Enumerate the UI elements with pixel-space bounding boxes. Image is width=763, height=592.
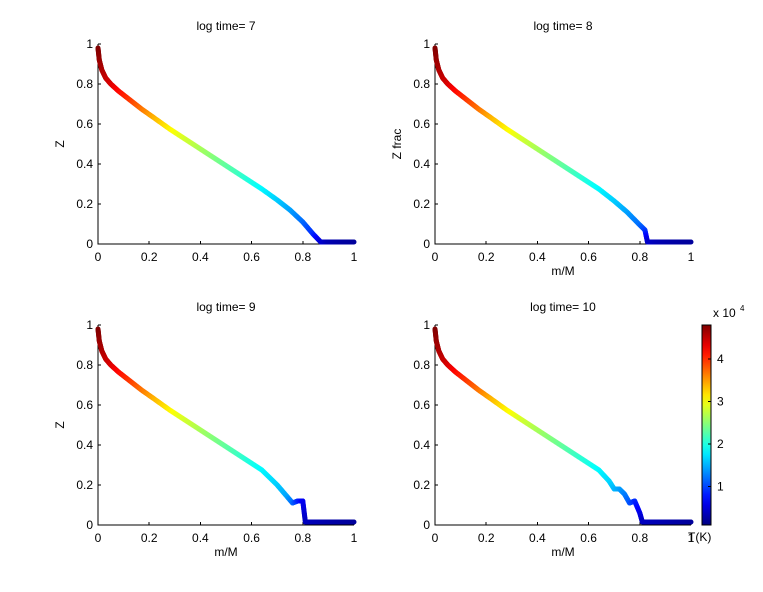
y-tick-label: 1 xyxy=(423,37,430,51)
colorbar-tick-label: 2 xyxy=(717,437,724,451)
y-tick-label: 0 xyxy=(86,518,93,532)
y-tick-label: 0.2 xyxy=(413,197,430,211)
y-tick-label: 0.4 xyxy=(76,157,93,171)
colorbar-tick-label: 4 xyxy=(717,352,724,366)
x-tick-label: 0.2 xyxy=(141,531,158,545)
data-series xyxy=(432,326,694,525)
y-tick-label: 0.6 xyxy=(413,398,430,412)
axes-frame xyxy=(97,325,354,526)
axes-frame xyxy=(434,325,691,526)
y-tick-label: 0.6 xyxy=(76,117,93,131)
y-tick-label: 0.6 xyxy=(76,398,93,412)
x-axis-label: m/M xyxy=(214,545,237,559)
x-tick-label: 0.8 xyxy=(294,531,311,545)
subplot-4: 0 0.2 0.4 0.6 0.8 1 0 0.2 0.4 0.6 0.8 1 log time= 10… xyxy=(413,300,694,559)
x-tick-label: 0 xyxy=(95,531,102,545)
y-tick-label: 0.8 xyxy=(76,77,93,91)
x-tick-label: 0.6 xyxy=(243,250,260,264)
y-tick-label: 0.6 xyxy=(413,117,430,131)
y-axis-label: Z frac xyxy=(390,129,404,160)
x-tick-label: 0.4 xyxy=(192,250,209,264)
colorbar: 1 2 3 4 x 10 4 T(K) xyxy=(688,304,745,544)
x-tick-label: 0.2 xyxy=(478,250,495,264)
x-tick-label: 1 xyxy=(351,531,358,545)
y-tick-label: 0.8 xyxy=(413,358,430,372)
y-tick-label: 0.2 xyxy=(413,478,430,492)
y-axis-label: Z xyxy=(53,140,67,147)
x-tick-label: 1 xyxy=(351,250,358,264)
x-tick-label: 1 xyxy=(688,250,695,264)
colorbar-gradient xyxy=(701,324,712,526)
y-tick-label: 0 xyxy=(86,237,93,251)
x-tick-label: 1 xyxy=(688,531,695,545)
x-tick-label: 0.4 xyxy=(529,250,546,264)
data-series xyxy=(95,45,357,245)
x-axis-label: m/M xyxy=(551,264,574,278)
y-tick-label: 0.8 xyxy=(413,77,430,91)
axes-frame xyxy=(434,44,691,245)
y-tick-label: 1 xyxy=(86,318,93,332)
subplot-3: 0 0.2 0.4 0.6 0.8 1 0 0.2 0.4 0.6 0.8 1 log time= 9 m… xyxy=(53,300,358,559)
colorbar-exponent-label: x 10 xyxy=(713,306,736,320)
x-tick-label: 0 xyxy=(95,250,102,264)
y-tick-label: 0 xyxy=(423,237,430,251)
y-tick-label: 0 xyxy=(423,518,430,532)
chart-title: log time= 9 xyxy=(196,300,255,314)
y-tick-label: 0.2 xyxy=(76,478,93,492)
x-tick-label: 0.6 xyxy=(243,531,260,545)
y-tick-label: 1 xyxy=(86,37,93,51)
x-tick-label: 0.8 xyxy=(294,250,311,264)
x-tick-label: 0.6 xyxy=(580,250,597,264)
y-tick-label: 0.4 xyxy=(413,157,430,171)
x-tick-label: 0 xyxy=(432,531,439,545)
y-tick-label: 1 xyxy=(423,318,430,332)
subplot-grid: 0 0.2 0.4 0.6 0.8 1 0 0.2 0.4 0.6 0.8 1 log time= 7 Z… xyxy=(53,19,695,559)
x-tick-label: 0.8 xyxy=(631,250,648,264)
colorbar-exponent-power: 4 xyxy=(740,304,745,313)
data-series xyxy=(432,45,694,245)
axes-frame xyxy=(97,44,354,245)
y-tick-label: 0.8 xyxy=(76,358,93,372)
data-series xyxy=(95,326,357,525)
subplot-2: 0 0.2 0.4 0.6 0.8 1 0 0.2 0.4 0.6 0.8 1 log time= 8 m… xyxy=(390,19,695,278)
x-tick-label: 0.6 xyxy=(580,531,597,545)
x-tick-label: 0.8 xyxy=(631,531,648,545)
y-tick-label: 0.2 xyxy=(76,197,93,211)
x-axis-label: m/M xyxy=(551,545,574,559)
chart-title: log time= 8 xyxy=(533,19,592,33)
y-tick-label: 0.4 xyxy=(76,438,93,452)
x-tick-label: 0 xyxy=(432,250,439,264)
colorbar-unit-label: T(K) xyxy=(688,530,711,544)
colorbar-tick-label: 1 xyxy=(717,480,724,494)
x-tick-label: 0.4 xyxy=(192,531,209,545)
x-tick-label: 0.2 xyxy=(478,531,495,545)
chart-title: log time= 7 xyxy=(196,19,255,33)
x-tick-label: 0.2 xyxy=(141,250,158,264)
colorbar-tick-label: 3 xyxy=(717,395,724,409)
subplot-1: 0 0.2 0.4 0.6 0.8 1 0 0.2 0.4 0.6 0.8 1 log time= 7 Z xyxy=(53,19,358,264)
x-tick-label: 0.4 xyxy=(529,531,546,545)
y-tick-label: 0.4 xyxy=(413,438,430,452)
chart-title: log time= 10 xyxy=(530,300,596,314)
y-axis-label: Z xyxy=(53,421,67,428)
